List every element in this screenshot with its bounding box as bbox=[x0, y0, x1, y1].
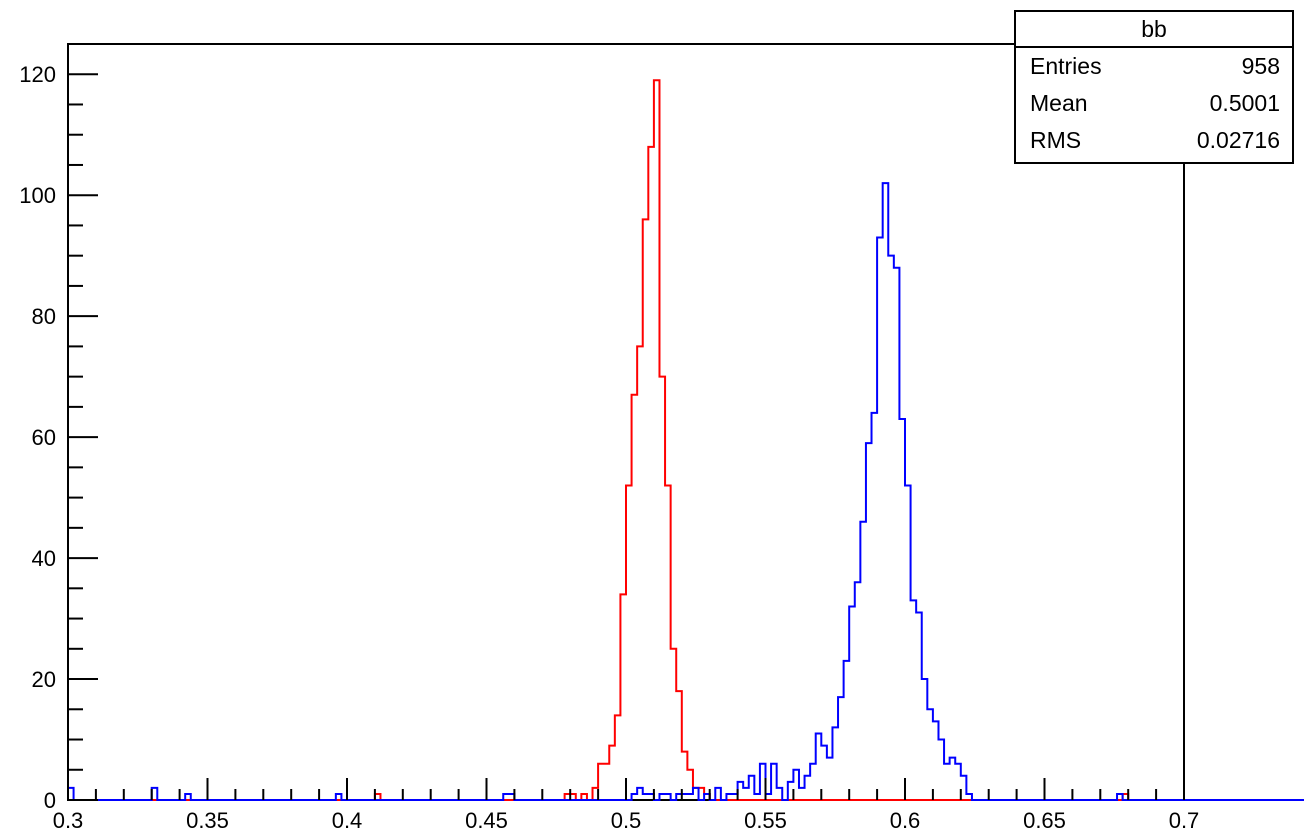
x-tick-label: 0.5 bbox=[611, 808, 642, 833]
x-tick-label: 0.3 bbox=[53, 808, 84, 833]
y-tick-label: 80 bbox=[32, 304, 56, 329]
stats-title: bb bbox=[1016, 12, 1292, 48]
stats-box: bb Entries 958 Mean 0.5001 RMS 0.02716 bbox=[1014, 10, 1294, 164]
x-tick-label: 0.45 bbox=[465, 808, 508, 833]
entries-value: 958 bbox=[1241, 53, 1280, 79]
y-tick-label: 120 bbox=[19, 62, 56, 87]
rms-value: 0.02716 bbox=[1196, 127, 1280, 153]
y-tick-label: 60 bbox=[32, 425, 56, 450]
stats-row-entries: Entries 958 bbox=[1016, 48, 1292, 85]
stats-row-rms: RMS 0.02716 bbox=[1016, 122, 1292, 159]
x-tick-label: 0.65 bbox=[1023, 808, 1066, 833]
x-tick-label: 0.7 bbox=[1169, 808, 1200, 833]
y-tick-label: 40 bbox=[32, 546, 56, 571]
rms-label: RMS bbox=[1030, 127, 1082, 153]
x-tick-label: 0.35 bbox=[186, 808, 229, 833]
x-tick-label: 0.55 bbox=[744, 808, 787, 833]
y-tick-label: 0 bbox=[44, 788, 56, 813]
y-tick-label: 100 bbox=[19, 183, 56, 208]
axis-layer: 0.3 0.35 0.4 0.45 0.5 0.55 0.6 0.65 0.7 0 20 40 60 80… bbox=[19, 43, 1200, 833]
x-tick-label: 0.6 bbox=[890, 808, 921, 833]
y-tick-label: 20 bbox=[32, 667, 56, 692]
entries-label: Entries bbox=[1030, 53, 1102, 79]
series-line-0 bbox=[68, 79, 1184, 801]
series-line-1 bbox=[67, 182, 1304, 801]
series-layer bbox=[67, 79, 1304, 801]
mean-label: Mean bbox=[1030, 90, 1088, 116]
x-tick-label: 0.4 bbox=[332, 808, 363, 833]
stats-row-mean: Mean 0.5001 bbox=[1016, 85, 1292, 122]
mean-value: 0.5001 bbox=[1209, 90, 1280, 116]
